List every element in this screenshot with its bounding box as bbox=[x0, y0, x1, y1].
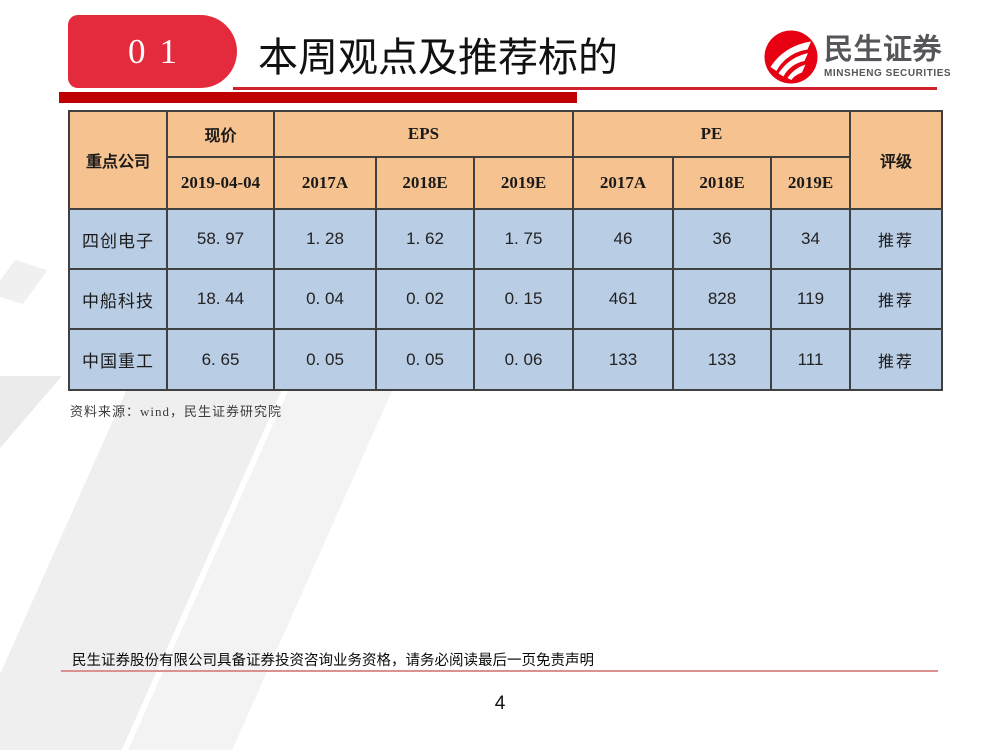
cell-pe-2017a: 133 bbox=[572, 328, 674, 391]
cell-eps-2019e: 0. 06 bbox=[473, 328, 574, 391]
page-number: 4 bbox=[494, 693, 506, 714]
stock-table: 重点公司 现价 EPS PE 评级 2019-04-04 2017A 2018E… bbox=[68, 110, 944, 391]
cell-eps-2018e: 0. 02 bbox=[375, 268, 475, 330]
minsheng-swoosh-circle-icon bbox=[764, 30, 818, 84]
logo-name-cn: 民生证券 bbox=[824, 34, 943, 66]
header-eps-2017a: 2017A bbox=[273, 156, 377, 210]
logo-name-en: MINSHENG SECURITIES bbox=[824, 68, 952, 79]
cell-company: 中国重工 bbox=[68, 328, 168, 391]
section-number: 01 bbox=[128, 31, 191, 71]
table-row: 四创电子 58. 97 1. 28 1. 62 1. 75 46 36 34 推… bbox=[68, 208, 944, 270]
header-price: 现价 bbox=[166, 110, 275, 158]
header-company: 重点公司 bbox=[68, 110, 168, 210]
minsheng-logo: 民生证券 MINSHENG SECURITIES bbox=[764, 29, 951, 85]
cell-eps-2017a: 0. 05 bbox=[273, 328, 377, 391]
header-eps-2018e: 2018E bbox=[375, 156, 475, 210]
header-pe-2018e: 2018E bbox=[672, 156, 772, 210]
section-number-box: 01 bbox=[68, 15, 237, 88]
header-accent-bar bbox=[59, 92, 577, 103]
cell-pe-2018e: 133 bbox=[672, 328, 772, 391]
cell-eps-2017a: 0. 04 bbox=[273, 268, 377, 330]
header-eps-group: EPS bbox=[273, 110, 574, 158]
footer-divider-line bbox=[61, 670, 938, 672]
cell-company: 四创电子 bbox=[68, 208, 168, 270]
watermark-triangle bbox=[0, 376, 62, 520]
cell-rating: 推荐 bbox=[849, 268, 944, 330]
cell-price: 6. 65 bbox=[166, 328, 275, 391]
table-row: 中船科技 18. 44 0. 04 0. 02 0. 15 461 828 11… bbox=[68, 268, 944, 330]
header-pe-group: PE bbox=[571, 110, 852, 158]
slide-title: 本周观点及推荐标的 bbox=[258, 35, 618, 80]
cell-eps-2019e: 0. 15 bbox=[473, 268, 574, 330]
cell-price: 58. 97 bbox=[166, 208, 275, 270]
cell-pe-2019e: 34 bbox=[769, 208, 852, 270]
cell-rating: 推荐 bbox=[849, 328, 944, 391]
header-underline bbox=[233, 87, 937, 90]
cell-pe-2019e: 111 bbox=[769, 328, 852, 391]
watermark-wedge bbox=[0, 259, 48, 305]
header-eps-2019e: 2019E bbox=[473, 156, 574, 210]
footer-disclaimer: 民生证券股份有限公司具备证券投资咨询业务资格，请务必阅读最后一页免责声明 bbox=[72, 653, 594, 669]
source-note: 资料来源：wind，民生证券研究院 bbox=[70, 404, 283, 419]
header-rating: 评级 bbox=[849, 110, 944, 210]
cell-pe-2018e: 828 bbox=[672, 268, 772, 330]
cell-eps-2018e: 1. 62 bbox=[375, 208, 475, 270]
logo-text-block: 民生证券 MINSHENG SECURITIES bbox=[824, 34, 952, 80]
header-pe-2017a: 2017A bbox=[572, 156, 674, 210]
header-pe-2019e: 2019E bbox=[769, 156, 852, 210]
cell-pe-2017a: 46 bbox=[572, 208, 674, 270]
cell-pe-2018e: 36 bbox=[672, 208, 772, 270]
cell-eps-2018e: 0. 05 bbox=[375, 328, 475, 391]
cell-rating: 推荐 bbox=[849, 208, 944, 270]
cell-eps-2017a: 1. 28 bbox=[273, 208, 377, 270]
cell-company: 中船科技 bbox=[68, 268, 168, 330]
cell-eps-2019e: 1. 75 bbox=[473, 208, 574, 270]
table-row: 中国重工 6. 65 0. 05 0. 05 0. 06 133 133 111… bbox=[68, 328, 944, 391]
cell-pe-2019e: 119 bbox=[769, 268, 852, 330]
header-price-date: 2019-04-04 bbox=[166, 156, 275, 210]
cell-price: 18. 44 bbox=[166, 268, 275, 330]
cell-pe-2017a: 461 bbox=[572, 268, 674, 330]
